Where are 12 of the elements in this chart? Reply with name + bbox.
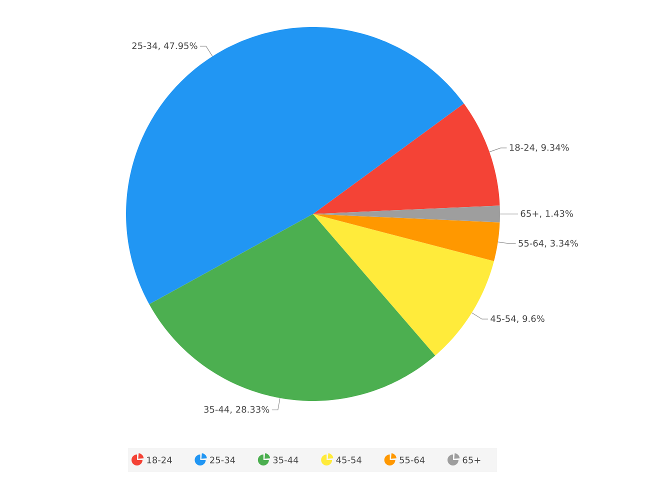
data-label: 45-54, 9.6% — [490, 315, 544, 323]
legend-label: 25-34 — [210, 456, 236, 464]
legend-label: 35-44 — [273, 456, 298, 464]
data-label: 18-24, 9.34% — [510, 144, 569, 152]
data-label: 55-64, 3.34% — [518, 240, 578, 248]
legend-label: 55-64 — [400, 456, 425, 464]
data-label: 35-44, 28.33% — [204, 406, 270, 414]
data-label: 65+, 1.43% — [520, 210, 573, 218]
data-label: 25-34, 47.95% — [132, 42, 198, 50]
legend-label: 18-24 — [147, 456, 172, 464]
legend-label: 45-54 — [336, 456, 362, 464]
legend-label: 65+ — [462, 456, 480, 464]
